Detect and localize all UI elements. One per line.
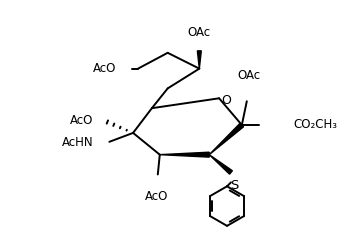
Text: AcO: AcO	[145, 190, 168, 203]
Text: S: S	[230, 179, 238, 192]
Text: OAc: OAc	[188, 26, 211, 39]
Text: AcHN: AcHN	[62, 136, 93, 149]
Text: O: O	[221, 94, 231, 107]
Polygon shape	[209, 155, 232, 174]
Text: AcO: AcO	[70, 114, 93, 126]
Polygon shape	[209, 123, 244, 155]
Text: AcO: AcO	[93, 62, 116, 75]
Text: OAc: OAc	[237, 69, 260, 82]
Polygon shape	[160, 152, 209, 157]
Text: CO₂CH₃: CO₂CH₃	[293, 119, 337, 131]
Polygon shape	[197, 51, 201, 69]
